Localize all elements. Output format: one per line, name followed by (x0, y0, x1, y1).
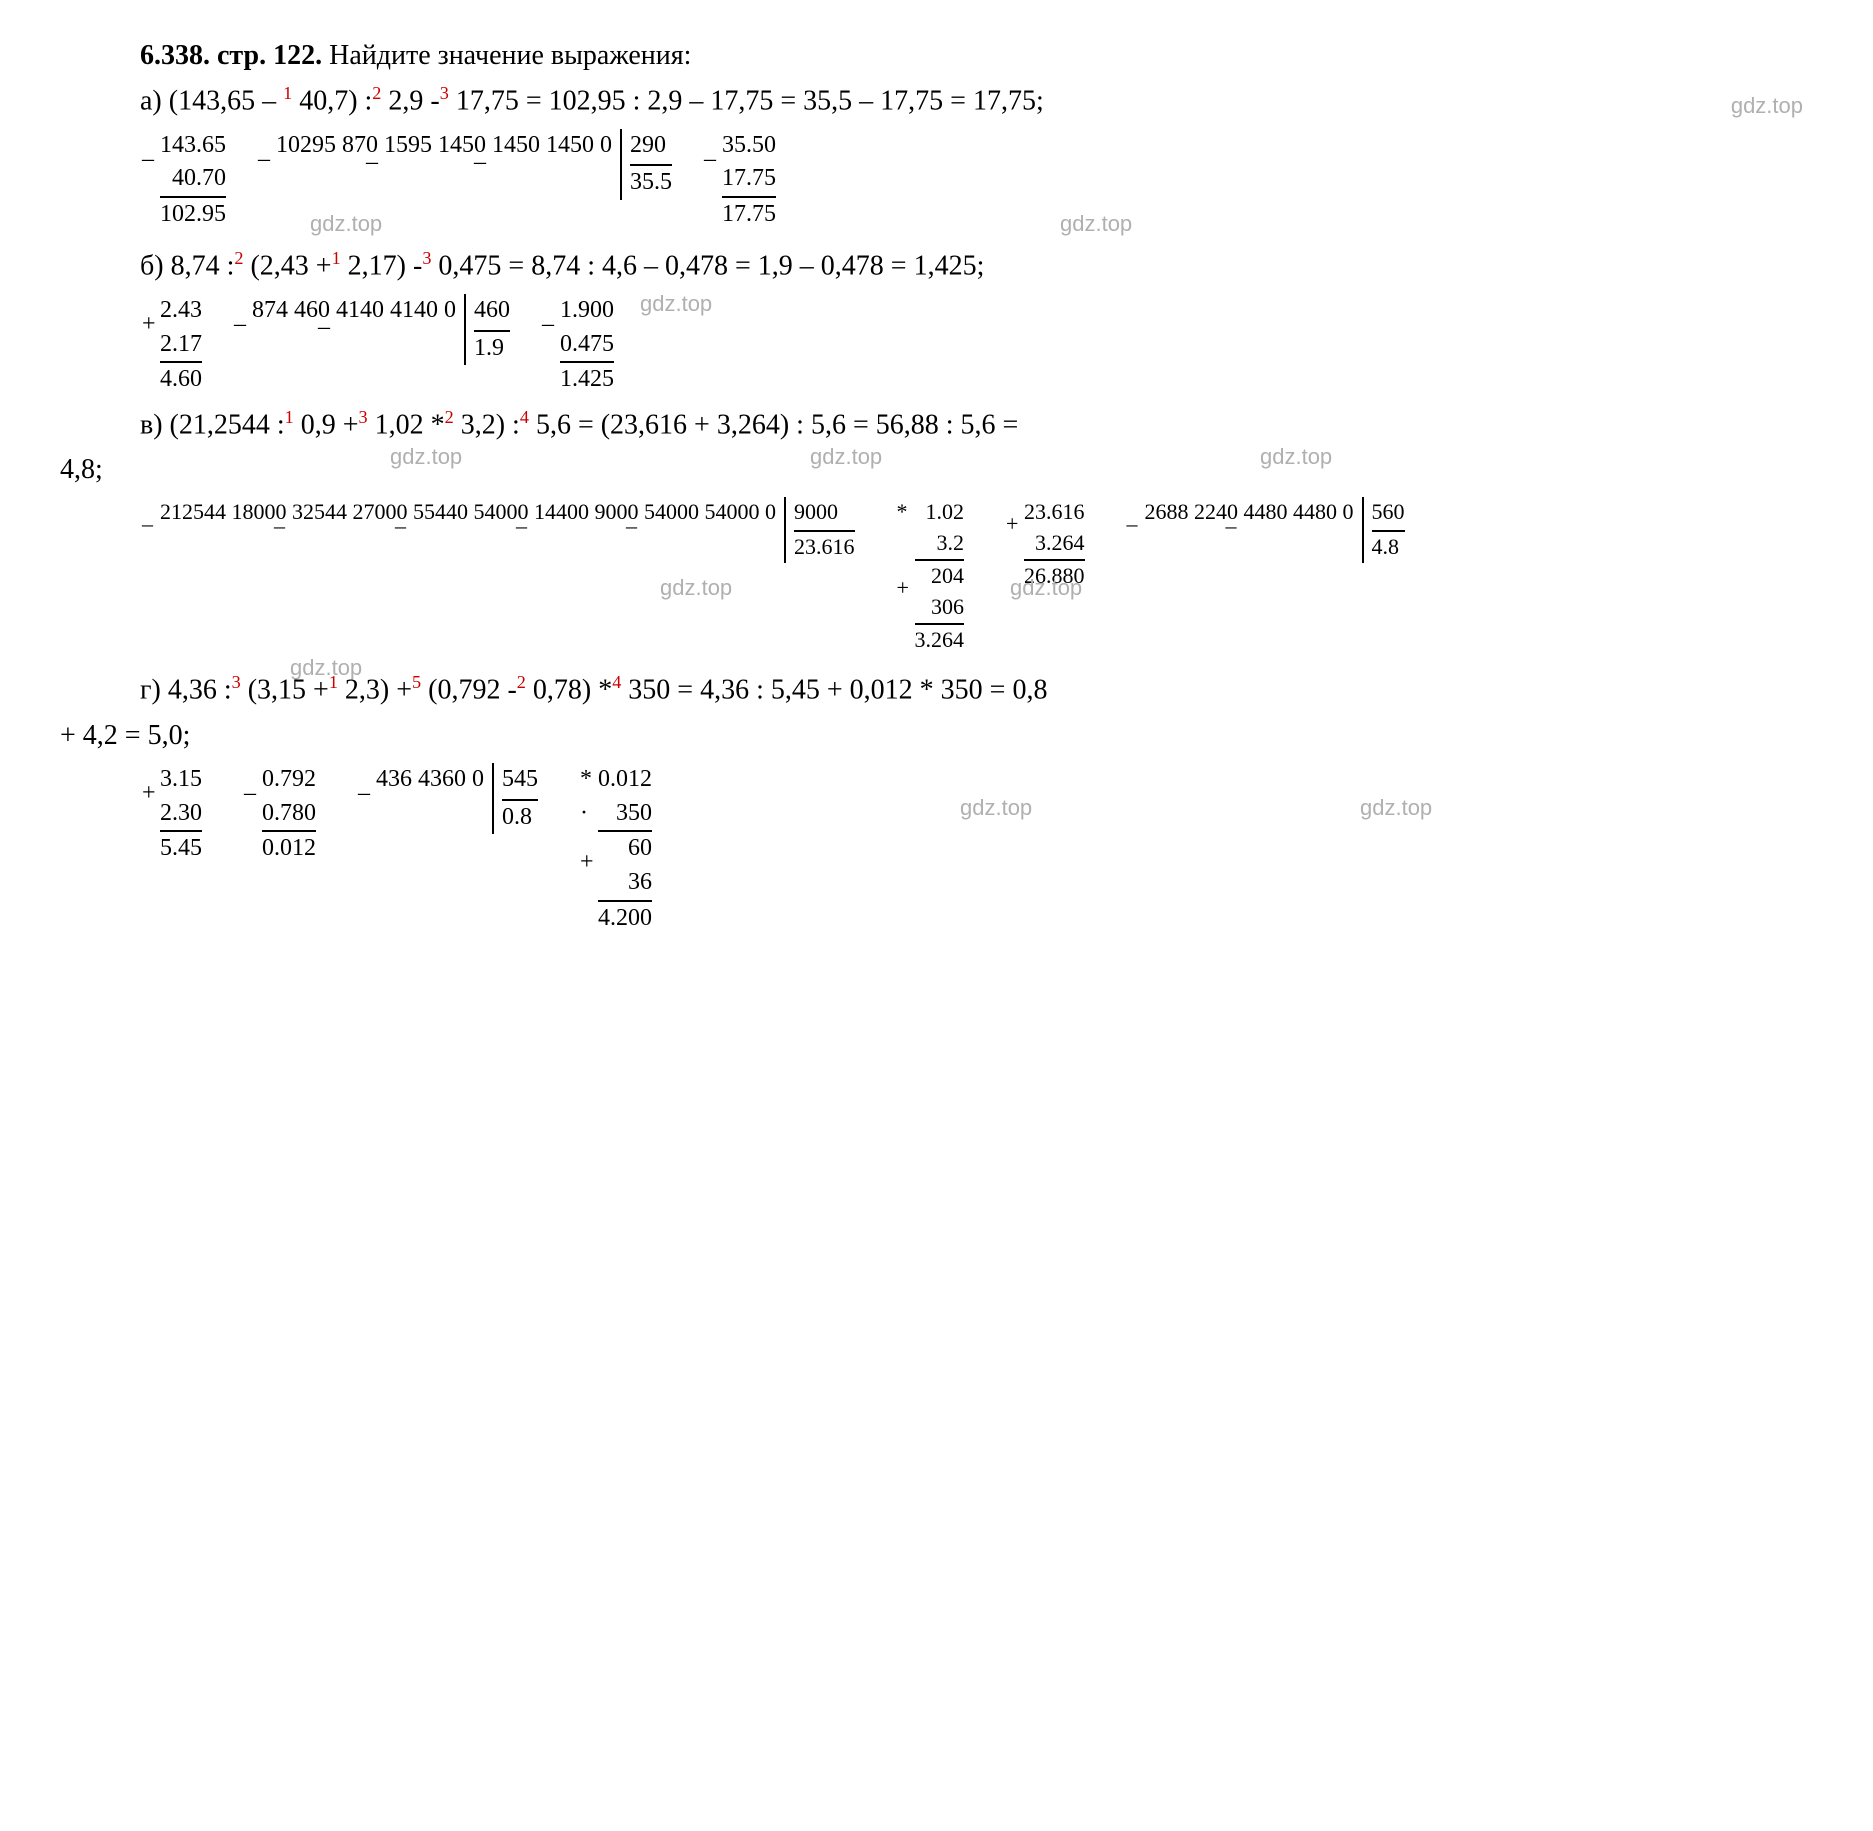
label-b: б) (140, 251, 164, 282)
watermark: gdz.top (1010, 573, 1082, 604)
part-c-result: 4,8; gdz.top gdz.top gdz.top (60, 450, 1813, 489)
watermark: gdz.top (390, 442, 462, 473)
calc-long-division: – 10295 870 –1595 1450 –1450 1450 0 290 … (276, 129, 672, 200)
calc-multiplication: * 1.02 3.2 +204 306 3.264 (915, 497, 965, 655)
calc-long-division: – 212544 18000 –32544 27000 –55440 54000… (160, 497, 855, 563)
calc-addition: + 2.43 2.17 4.60 (160, 294, 202, 397)
calc-addition: + 3.15 2.30 5.45 (160, 763, 202, 866)
watermark: gdz.top (290, 653, 362, 684)
watermark: gdz.top (960, 793, 1032, 824)
watermark: gdz.top (660, 573, 732, 604)
label-d: г) (140, 675, 161, 706)
part-c-calculations: – 212544 18000 –32544 27000 –55440 54000… (160, 497, 1813, 655)
watermark: gdz.top (810, 442, 882, 473)
watermark: gdz.top (1731, 91, 1803, 122)
problem-header: 6.338. стр. 122. Найдите значение выраже… (140, 36, 1813, 75)
calc-long-division: – 436 4360 0 545 0.8 (376, 763, 538, 834)
page-ref: стр. 122. (217, 40, 322, 71)
calc-subtraction: – 35.50 17.75 17.75 (722, 129, 776, 232)
part-d-expression: г) 4,36 :3 (3,15 +1 2,3) +5 (0,792 -2 0,… (140, 670, 1813, 710)
part-b-expression: б) 8,74 :2 (2,43 +1 2,17) -3 0,475 = 8,7… (140, 246, 1813, 286)
watermark: gdz.top (640, 289, 712, 320)
watermark: gdz.top (1060, 209, 1132, 240)
label-c: в) (140, 409, 163, 440)
part-a-expression: а) (143,65 – 1 40,7) :2 2,9 -3 17,75 = 1… (140, 81, 1813, 121)
calc-multiplication: * 0.012 ·350 +60 36 4.200 (598, 763, 652, 935)
calc-subtraction: – 0.792 0.780 0.012 (262, 763, 316, 866)
calc-long-division: – 874 460 –4140 4140 0 460 1.9 (252, 294, 510, 365)
label-a: а) (140, 86, 162, 117)
part-a-calculations: – 143.65 40.70 102.95 – 10295 870 –1595 … (160, 129, 1813, 232)
calc-subtraction: – 1.900 0.475 1.425 (560, 294, 614, 397)
part-b-calculations: gdz.top + 2.43 2.17 4.60 – 874 460 –4140… (160, 294, 1813, 397)
part-d-calculations: gdz.top gdz.top + 3.15 2.30 5.45 – 0.792… (160, 763, 1813, 935)
instruction: Найдите значение выражения: (329, 40, 691, 71)
watermark: gdz.top (310, 209, 382, 240)
part-d-line2: + 4,2 = 5,0; (60, 716, 1813, 755)
calc-subtraction: – 143.65 40.70 102.95 (160, 129, 226, 232)
watermark: gdz.top (1360, 793, 1432, 824)
problem-number: 6.338. (140, 40, 210, 71)
calc-long-division: – 2688 2240 –4480 4480 0 560 4.8 (1145, 497, 1405, 563)
watermark: gdz.top (1260, 442, 1332, 473)
part-c-expression: в) (21,2544 :1 0,9 +3 1,02 *2 3,2) :4 5,… (140, 405, 1813, 445)
